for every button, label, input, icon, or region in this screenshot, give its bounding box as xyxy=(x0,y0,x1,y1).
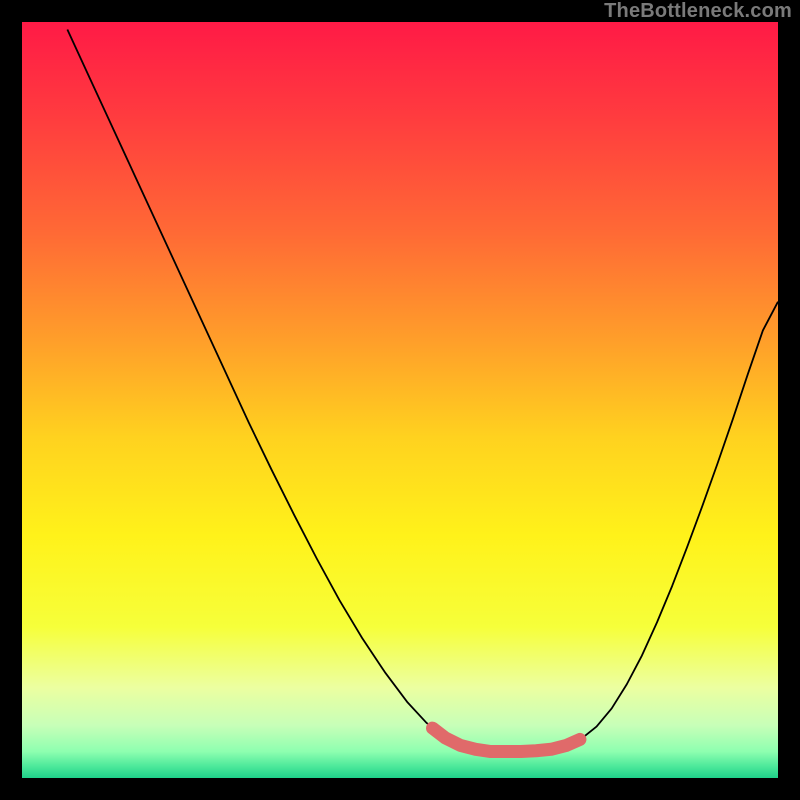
plot-area xyxy=(22,22,778,778)
plot-background xyxy=(22,22,778,778)
chart-stage: TheBottleneck.com xyxy=(0,0,800,800)
plot-svg xyxy=(22,22,778,778)
watermark-label: TheBottleneck.com xyxy=(604,0,792,23)
